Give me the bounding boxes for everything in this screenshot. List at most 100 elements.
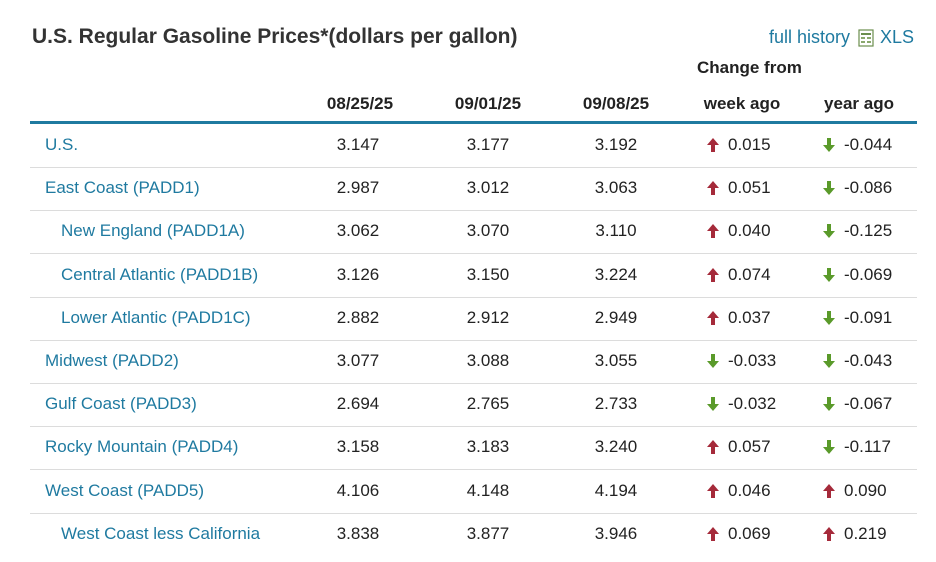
- table-row: Rocky Mountain (PADD4) 3.158 3.183 3.240 0.0…: [30, 426, 917, 471]
- price-cell: 3.110: [595, 221, 637, 241]
- column-header-date-2: 09/01/25: [454, 94, 522, 113]
- region-link[interactable]: U.S.: [45, 135, 79, 154]
- week-change-cell: 0.046: [706, 481, 771, 501]
- arrow-up-icon: [706, 483, 720, 499]
- table-row: Lower Atlantic (PADD1C) 2.882 2.912 2.949 0.…: [30, 297, 917, 341]
- week-change-cell: 0.037: [706, 308, 771, 328]
- change-value: -0.091: [844, 307, 893, 327]
- region-link[interactable]: Midwest (PADD2): [45, 351, 179, 370]
- region-link[interactable]: Central Atlantic (PADD1B): [61, 264, 259, 284]
- xls-link[interactable]: XLS: [879, 27, 914, 47]
- price-cell: 2.949: [594, 307, 638, 327]
- full-history-link[interactable]: full history: [768, 27, 850, 47]
- price-cell: 3.240: [594, 437, 638, 457]
- column-header-date-1: 08/25/25: [326, 94, 394, 113]
- change-value: -0.069: [844, 264, 893, 284]
- price-cell: 3.012: [466, 178, 510, 198]
- change-value: -0.043: [844, 351, 893, 370]
- price-cell: 3.077: [336, 351, 380, 370]
- table-row: Midwest (PADD2) 3.077 3.088 3.055 -0.033 -0.0…: [30, 340, 917, 384]
- region-link[interactable]: New England (PADD1A): [61, 221, 245, 241]
- year-change-cell: -0.043: [822, 351, 892, 371]
- change-value: 0.057: [728, 437, 771, 457]
- change-value: -0.032: [728, 394, 777, 414]
- arrow-up-icon: [706, 439, 720, 455]
- price-cell: 4.148: [466, 480, 510, 500]
- change-value: 0.015: [728, 135, 771, 154]
- year-change-cell: -0.067: [822, 394, 892, 414]
- table-row: New England (PADD1A) 3.062 3.070 3.110 0.040…: [30, 210, 917, 255]
- change-value: 0.074: [728, 264, 771, 284]
- region-link[interactable]: Gulf Coast (PADD3): [45, 394, 197, 414]
- price-cell: 3.158: [336, 437, 380, 457]
- region-link[interactable]: West Coast less California: [61, 523, 261, 543]
- change-value: 0.037: [728, 307, 771, 327]
- year-change-cell: -0.125: [822, 221, 892, 241]
- region-link[interactable]: East Coast (PADD1): [45, 178, 200, 198]
- price-cell: 3.183: [466, 437, 510, 457]
- price-cell: 3.946: [594, 523, 638, 543]
- change-value: -0.125: [844, 221, 893, 241]
- table-row: Central Atlantic (PADD1B) 3.126 3.150 3.224…: [30, 254, 917, 298]
- change-value: 0.040: [728, 221, 771, 241]
- change-value: 0.069: [728, 523, 771, 543]
- year-change-cell: -0.086: [822, 178, 892, 198]
- week-change-cell: 0.057: [706, 437, 771, 457]
- price-cell: 2.912: [466, 307, 510, 327]
- price-cell: 3.088: [466, 351, 510, 370]
- arrow-down-icon: [822, 396, 836, 412]
- change-value: 0.219: [844, 523, 887, 543]
- week-change-cell: 0.015: [706, 135, 771, 155]
- arrow-down-icon: [706, 396, 720, 412]
- price-cell: 4.194: [594, 480, 638, 500]
- year-change-cell: -0.069: [822, 265, 892, 285]
- price-cell: 3.070: [466, 221, 510, 241]
- arrow-down-icon: [822, 223, 836, 239]
- week-change-cell: 0.051: [706, 178, 771, 198]
- column-header-year-ago: year ago: [824, 94, 894, 113]
- year-change-cell: -0.117: [822, 437, 891, 457]
- price-cell: 3.838: [336, 523, 380, 543]
- arrow-up-icon: [706, 180, 720, 196]
- region-link[interactable]: Lower Atlantic (PADD1C): [61, 307, 251, 327]
- price-cell: 3.177: [466, 135, 510, 154]
- change-value: -0.033: [728, 351, 777, 370]
- region-link[interactable]: Rocky Mountain (PADD4): [45, 437, 239, 457]
- change-value: 0.051: [728, 178, 771, 198]
- header-links: full history XLS: [769, 27, 914, 48]
- price-cell: 3.877: [466, 523, 510, 543]
- table-row: West Coast (PADD5) 4.106 4.148 4.194 0.046 0.…: [30, 470, 917, 514]
- price-cell: 3.063: [594, 178, 638, 198]
- price-cell: 3.224: [594, 264, 638, 284]
- week-change-cell: 0.069: [706, 524, 771, 544]
- region-link[interactable]: West Coast (PADD5): [45, 480, 205, 500]
- arrow-down-icon: [822, 180, 836, 196]
- table-row: Gulf Coast (PADD3) 2.694 2.765 2.733 -0.032 -…: [30, 383, 917, 428]
- arrow-down-icon: [706, 353, 720, 369]
- column-header-date-3: 09/08/25: [582, 94, 650, 113]
- spreadsheet-icon[interactable]: [858, 28, 874, 47]
- change-value: -0.044: [844, 135, 893, 154]
- price-cell: 2.694: [336, 394, 380, 414]
- arrow-up-icon: [706, 137, 720, 153]
- price-cell: 3.055: [594, 351, 638, 370]
- change-value: 0.046: [728, 480, 771, 500]
- price-cell: 2.987: [336, 178, 380, 198]
- arrow-up-icon: [822, 526, 836, 542]
- change-value: -0.117: [844, 437, 891, 457]
- year-change-cell: -0.044: [822, 135, 892, 155]
- table-title: U.S. Regular Gasoline Prices*(dollars pe…: [32, 25, 518, 48]
- price-cell: 3.192: [594, 135, 638, 154]
- price-cell: 3.062: [336, 221, 380, 241]
- week-change-cell: -0.033: [706, 351, 776, 371]
- column-header-week-ago: week ago: [703, 94, 781, 113]
- price-cell: 2.733: [594, 394, 638, 414]
- change-value: 0.090: [844, 480, 887, 500]
- table-row: U.S. 3.147 3.177 3.192 0.015 -0.044: [30, 124, 917, 168]
- change-value: -0.086: [844, 178, 893, 198]
- arrow-down-icon: [822, 439, 836, 455]
- year-change-cell: -0.091: [822, 308, 892, 328]
- header-rule: [30, 121, 917, 124]
- table-row: East Coast (PADD1) 2.987 3.012 3.063 0.051 -0…: [30, 167, 917, 212]
- price-cell: 3.147: [336, 135, 380, 154]
